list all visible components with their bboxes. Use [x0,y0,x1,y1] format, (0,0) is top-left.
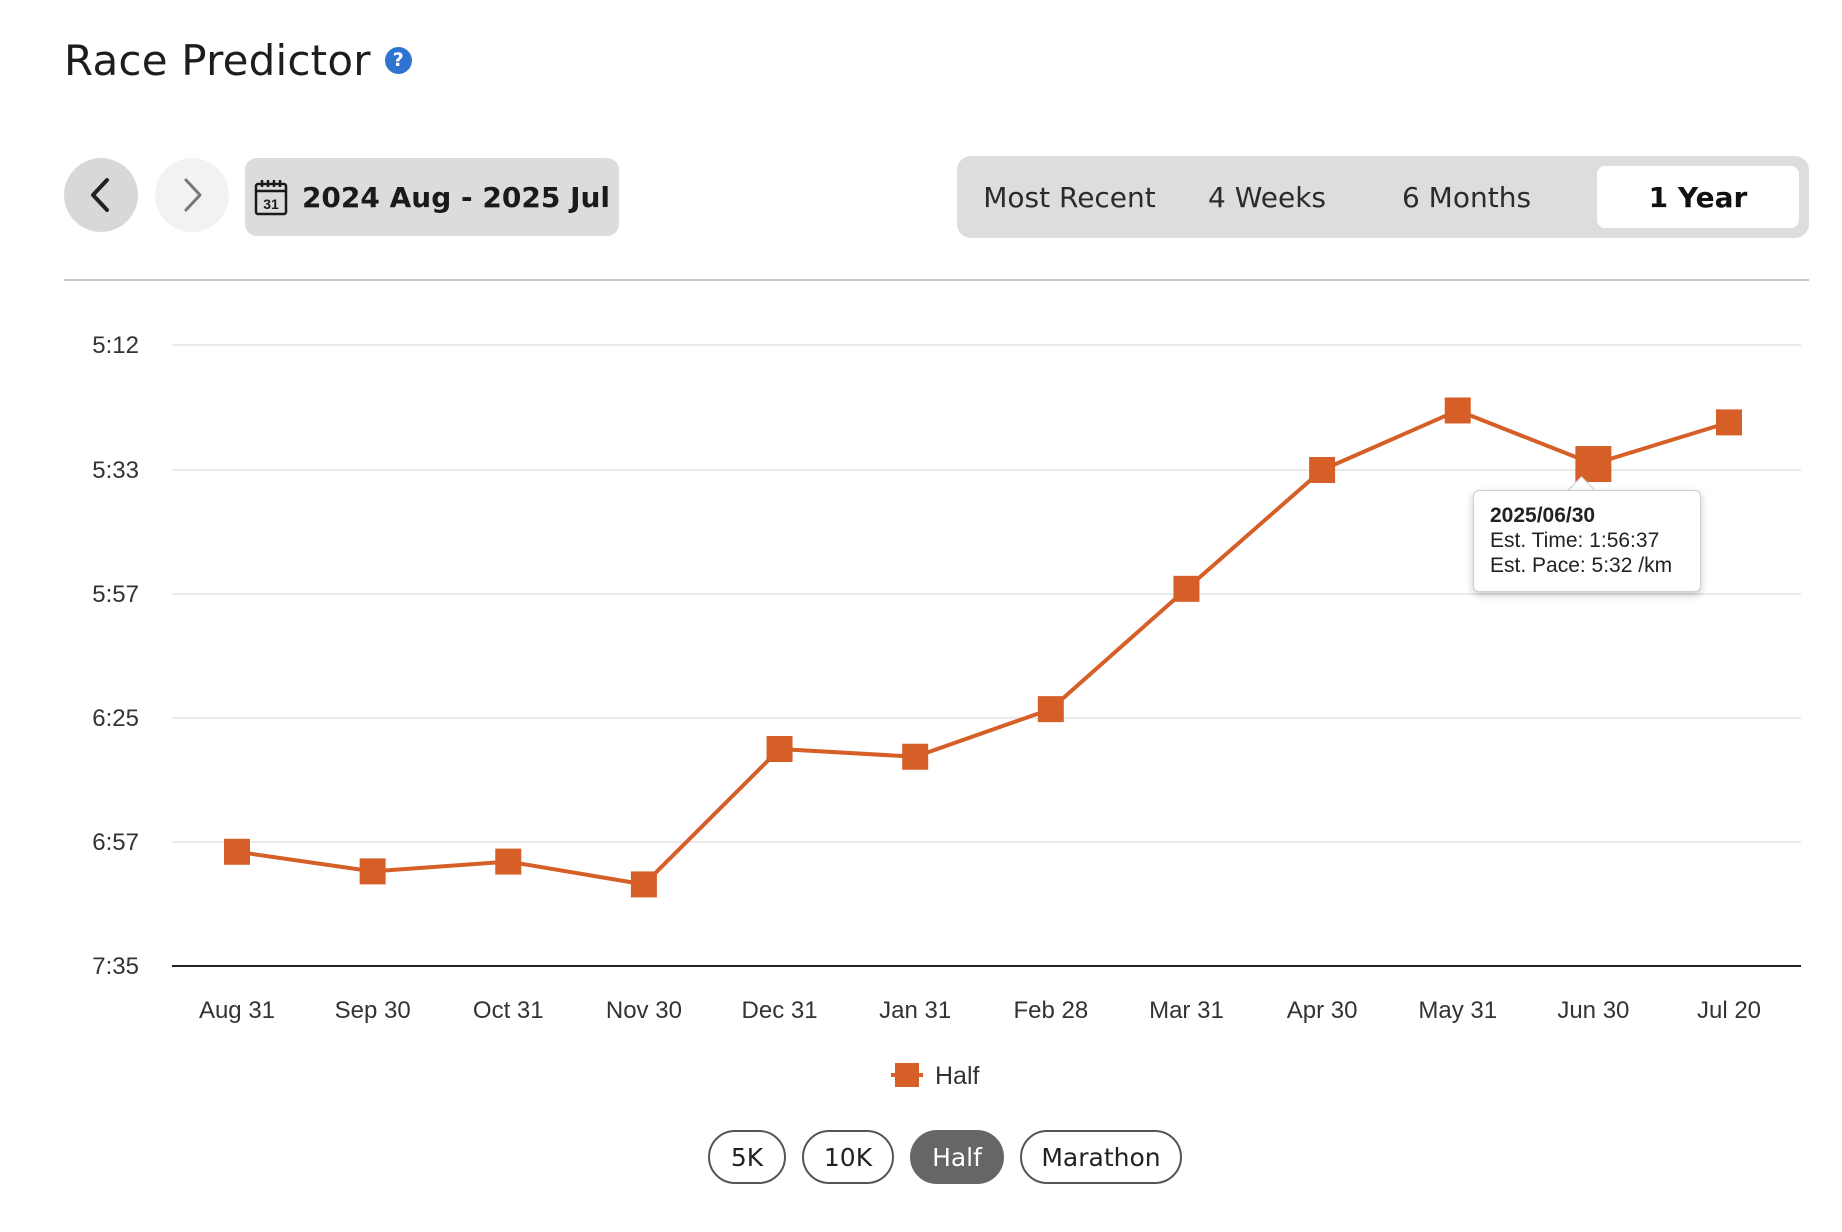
race-10k-button[interactable]: 10K [802,1130,894,1184]
svg-text:31: 31 [263,196,279,212]
period-selector: Most Recent 4 Weeks 6 Months 1 Year [957,156,1809,238]
x-tick-label: May 31 [1418,997,1497,1024]
header-divider [64,279,1809,281]
x-tick-label: Aug 31 [199,997,275,1024]
x-tick-label: Sep 30 [335,997,411,1024]
period-4-weeks[interactable]: 4 Weeks [1207,180,1326,214]
y-tick-label: 5:33 [92,457,139,484]
data-point-marker[interactable] [902,743,929,770]
tooltip-est-pace: Est. Pace: 5:32 /km [1490,554,1673,577]
y-tick-label: 6:57 [92,829,139,856]
period-1-year[interactable]: 1 Year [1597,166,1799,228]
page-title: Race Predictor [64,35,371,85]
data-point-marker[interactable] [359,858,386,885]
x-tick-label: Nov 30 [606,997,682,1024]
legend-label[interactable]: Half [935,1062,980,1090]
data-point-marker[interactable] [1444,397,1471,424]
x-tick-label: Feb 28 [1013,997,1088,1024]
race-type-selector: 5K 10K Half Marathon [0,1130,1842,1186]
data-point-marker[interactable] [1173,575,1200,602]
x-tick-label: Apr 30 [1287,997,1358,1024]
date-range-button[interactable]: 31 2024 Aug - 2025 Jul [245,158,619,236]
race-5k-button[interactable]: 5K [708,1130,786,1184]
chevron-right-icon [184,178,202,212]
x-tick-label: Jan 31 [879,997,951,1024]
period-6-months[interactable]: 6 Months [1401,180,1532,214]
previous-period-button[interactable] [64,158,138,232]
race-marathon-button[interactable]: Marathon [1020,1130,1182,1184]
data-point-marker[interactable] [1037,696,1064,723]
date-range-label: 2024 Aug - 2025 Jul [301,180,611,214]
calendar-icon: 31 [254,178,288,216]
x-tick-label: Jun 30 [1557,997,1629,1024]
data-point-marker[interactable] [224,838,250,865]
race-half-button[interactable]: Half [910,1130,1004,1184]
legend-marker [895,1063,919,1087]
data-point-marker[interactable] [495,848,522,875]
next-period-button[interactable] [155,158,229,232]
period-most-recent[interactable]: Most Recent [983,180,1156,214]
tooltip-date: 2025/06/30 [1490,504,1596,527]
y-tick-label: 6:25 [92,705,139,732]
chart-tooltip: 2025/06/30 Est. Time: 1:56:37 Est. Pace:… [1473,490,1701,592]
y-tick-label: 5:57 [92,581,139,608]
help-icon[interactable]: ? [384,46,412,74]
y-tick-label: 5:12 [92,332,139,359]
data-point-marker[interactable] [630,871,657,898]
series-line-half [236,408,1730,887]
data-point-marker[interactable] [1309,457,1336,483]
data-point-marker[interactable] [1716,409,1742,436]
y-tick-label: 7:35 [92,953,139,980]
title-row: Race Predictor ? [64,30,412,90]
data-point-marker[interactable] [766,736,793,762]
chevron-left-icon [91,178,109,212]
tooltip-est-time: Est. Time: 1:56:37 [1490,529,1660,552]
race-predictor-chart: 5:12 5:33 5:57 6:25 6:57 7:35 Aug 31 Sep 30 Oct … [92,332,1801,1090]
data-point-marker[interactable] [1575,446,1612,483]
x-tick-label: Jul 20 [1697,997,1761,1024]
x-tick-label: Dec 31 [742,997,818,1024]
x-tick-label: Oct 31 [473,997,544,1024]
x-tick-label: Mar 31 [1149,997,1224,1024]
